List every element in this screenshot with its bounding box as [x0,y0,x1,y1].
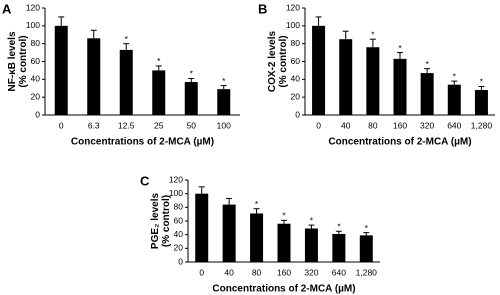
bar [152,70,166,115]
y-axis-title-line: NF-κB levels [7,31,18,91]
y-axis-title: COX-2 levels(% control) [267,30,289,92]
bar [184,82,198,115]
bar [87,38,101,115]
y-axis-title-line: (% control) [18,35,29,87]
x-tick-label: 0 [59,120,64,130]
bar [222,204,236,262]
significance-mark: * [282,211,286,221]
y-tick-label: 40 [31,74,41,84]
panel-letter: C [140,173,150,188]
y-tick-label: 80 [31,38,41,48]
y-axis-title-line: (% control) [278,35,289,87]
x-tick-label: 40 [224,267,234,277]
y-axis-title-line: PGE₂ levels [150,192,161,249]
x-tick-label: 80 [368,120,378,130]
x-tick-label: 12.5 [118,120,135,130]
panel-letter: A [2,1,12,16]
bar [393,58,407,115]
y-tick-label: 120 [26,2,40,12]
bar [447,84,461,115]
y-tick-label: 60 [174,215,184,225]
x-tick-label: 40 [341,120,351,130]
x-tick-label: 160 [393,120,407,130]
bar [312,25,326,115]
y-tick-label: 60 [31,56,41,66]
x-tick-label: 50 [187,120,197,130]
x-tick-label: 640 [332,267,346,277]
x-axis-title: Concentrations of 2-MCA (µM) [212,284,355,295]
significance-mark: * [398,43,402,53]
x-tick-label: 100 [217,120,231,130]
x-tick-label: 320 [420,120,434,130]
bar [359,235,373,262]
bar [217,89,231,115]
bar [195,193,209,262]
y-tick-label: 40 [291,74,301,84]
significance-mark: * [365,223,369,233]
x-tick-label: 640 [447,120,461,130]
significance-mark: * [222,76,226,86]
y-tick-label: 100 [286,20,300,30]
x-tick-label: 6.3 [88,120,100,130]
x-axis-title: Concentrations of 2-MCA (µM) [328,137,471,148]
significance-mark: * [425,59,429,69]
significance-mark: * [157,56,161,66]
bar [339,39,353,116]
significance-mark: * [255,199,259,209]
y-tick-label: 40 [174,229,184,239]
y-axis-title-line: (% control) [161,195,172,247]
y-tick-label: 120 [286,2,300,12]
y-tick-label: 100 [26,20,40,30]
y-tick-label: 120 [169,174,183,184]
bar [474,90,488,115]
panel-letter: B [258,1,267,16]
y-tick-label: 0 [295,109,300,119]
y-tick-label: 0 [178,256,183,266]
bar [250,213,264,262]
significance-mark: * [480,77,484,87]
y-tick-label: 0 [35,109,40,119]
y-tick-label: 80 [174,202,184,212]
y-tick-label: 20 [31,91,41,101]
x-tick-label: 0 [199,267,204,277]
significance-mark: * [453,71,457,81]
y-tick-label: 20 [291,91,301,101]
x-tick-label: 25 [154,120,164,130]
y-tick-label: 20 [174,243,184,253]
x-tick-label: 80 [252,267,262,277]
bar [119,49,133,115]
y-axis-title: PGE₂ levels(% control) [150,192,172,249]
x-tick-label: 1,280 [356,267,378,277]
significance-mark: * [190,69,194,79]
x-tick-label: 320 [304,267,318,277]
bar [304,228,318,262]
significance-mark: * [337,222,341,232]
y-tick-label: 100 [169,188,183,198]
x-tick-label: 160 [277,267,291,277]
x-axis-title: Concentrations of 2-MCA (µM) [71,137,214,148]
y-axis-title: NF-κB levels(% control) [7,31,29,91]
y-tick-label: 60 [291,56,301,66]
x-tick-label: 0 [316,120,321,130]
significance-mark: * [310,215,314,225]
bar [332,233,346,262]
y-axis-title-line: COX-2 levels [267,30,278,92]
significance-mark: * [125,34,129,44]
y-tick-label: 80 [291,38,301,48]
bar [277,223,291,262]
significance-mark: * [371,29,375,39]
bar [54,25,68,115]
bar [420,73,434,115]
x-tick-label: 1,280 [471,120,493,130]
bar [366,47,380,115]
